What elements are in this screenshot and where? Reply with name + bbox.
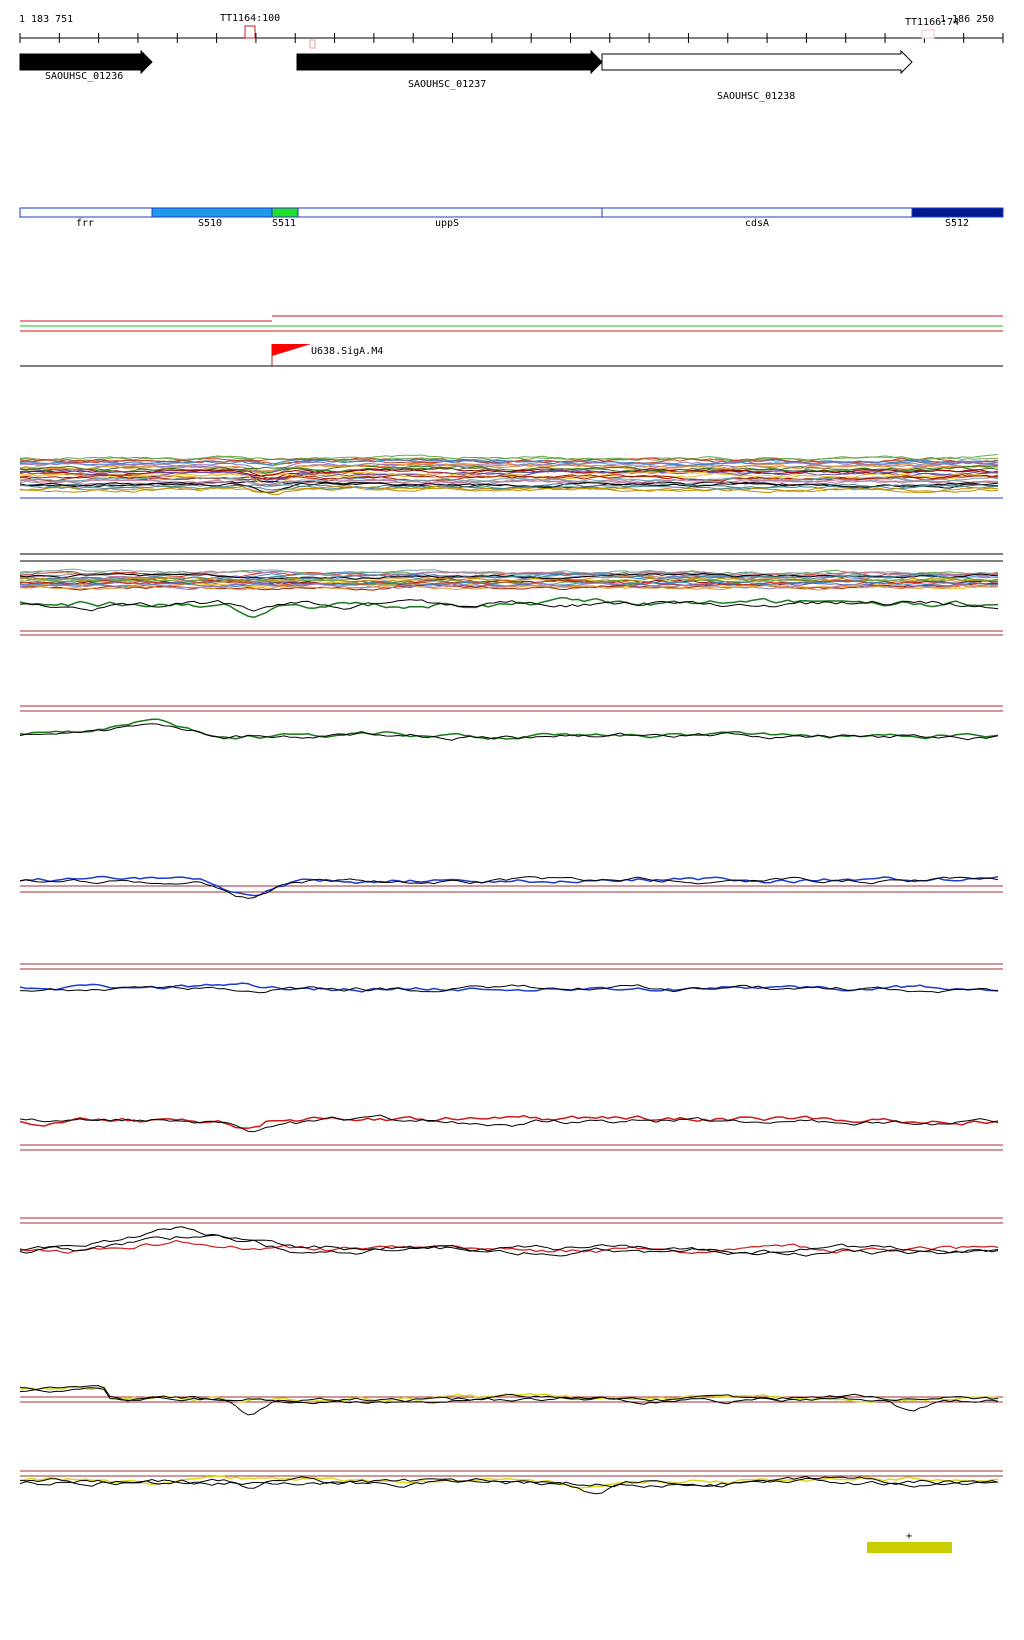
- segment-label-s512[interactable]: S512: [945, 218, 970, 229]
- profile-group-1-line: [19, 470, 999, 481]
- black-profile: [19, 1476, 999, 1495]
- terminator-marker[interactable]: [309, 39, 316, 49]
- red-profile: [19, 1239, 999, 1255]
- profile-group-2-line: [19, 579, 999, 587]
- gene-arrow-01236[interactable]: [19, 49, 153, 75]
- terminator-marker[interactable]: [921, 29, 935, 39]
- black-profile: [19, 1226, 999, 1255]
- profile-group-1-line: [19, 465, 999, 473]
- profile-group-1-line: [19, 459, 999, 467]
- gene-label-01237[interactable]: SAOUHSC_01237: [408, 79, 487, 90]
- profile-group-1-line: [19, 487, 999, 496]
- black-profile: [19, 1387, 999, 1416]
- legend-bar: [867, 1542, 952, 1553]
- profile-group-2-line: [19, 583, 999, 591]
- profile-group-2-line: [19, 576, 999, 583]
- segment-s510[interactable]: [151, 207, 273, 218]
- start-coordinate: 1 183 751: [19, 14, 74, 25]
- terminator-label-1[interactable]: TT1164:100: [220, 13, 281, 24]
- black-profile: [19, 1385, 999, 1412]
- profile-group-1-line: [19, 485, 999, 494]
- legend-symbol: +: [906, 1531, 913, 1542]
- black-profile: [19, 1475, 999, 1489]
- profile-group-1-line: [19, 463, 999, 475]
- black-profile: [19, 984, 999, 994]
- red-profile: [19, 1114, 999, 1130]
- promoter-label[interactable]: U638.SigA.M4: [311, 346, 384, 357]
- black-profile: [19, 599, 999, 612]
- black-profile: [19, 1234, 999, 1257]
- terminator-label-2[interactable]: TT1166:74: [905, 17, 960, 28]
- gene-arrow-01237[interactable]: [296, 49, 603, 75]
- profile-group-1-line: [19, 471, 999, 486]
- gene-label-01238[interactable]: SAOUHSC_01238: [717, 91, 796, 102]
- segment-cdsa[interactable]: [601, 207, 913, 218]
- segment-label-cdsa[interactable]: cdsA: [745, 218, 770, 229]
- segment-frr[interactable]: [19, 207, 153, 218]
- black-profile: [19, 876, 999, 899]
- profile-group-1-line: [19, 479, 999, 486]
- end-coordinate: 1 186 250: [940, 14, 995, 25]
- profile-group-2-line: [19, 572, 999, 582]
- promoter-flag[interactable]: [272, 344, 311, 356]
- profile-group-2-line: [19, 570, 999, 578]
- black-profile: [19, 723, 999, 741]
- blue-profile: [19, 982, 999, 993]
- gene-arrow-01238[interactable]: [601, 49, 913, 75]
- segment-label-s511[interactable]: S511: [272, 218, 297, 229]
- segment-s512[interactable]: [911, 207, 1004, 218]
- profile-group-2-line: [19, 582, 998, 591]
- profile-group-1-line: [20, 468, 999, 477]
- gene-label-01236[interactable]: SAOUHSC_01236: [45, 71, 124, 82]
- segment-label-frr[interactable]: frr: [76, 218, 95, 229]
- segment-upps[interactable]: [297, 207, 603, 218]
- green-profile: [19, 597, 999, 619]
- profile-group-1-line: [19, 455, 998, 467]
- segment-label-s510[interactable]: S510: [198, 218, 223, 229]
- profile-group-1-line: [19, 481, 999, 494]
- segment-label-upps[interactable]: uppS: [435, 218, 460, 229]
- terminator-marker[interactable]: [244, 25, 256, 39]
- black-profile: [19, 1114, 999, 1133]
- profile-group-1-line: [20, 482, 999, 490]
- segment-s511[interactable]: [271, 207, 299, 218]
